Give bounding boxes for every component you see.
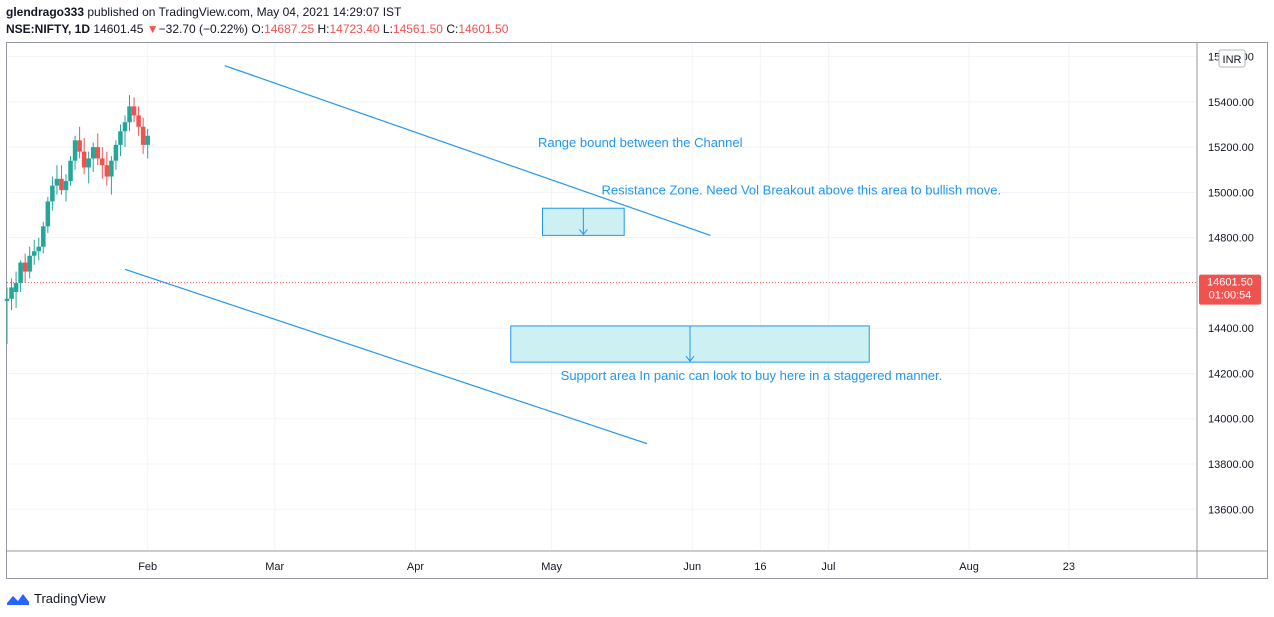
candle-body (22, 262, 28, 272)
candle-body (86, 158, 91, 168)
currency-badge[interactable]: INR (1218, 49, 1246, 68)
x-tick-label: Apr (407, 561, 424, 573)
open-value: 14687.25 (264, 22, 315, 36)
high-label: H: (317, 22, 330, 36)
x-tick-label: Mar (265, 561, 284, 573)
tradingview-brand[interactable]: TradingView (6, 590, 106, 606)
x-tick-label: Aug (959, 561, 979, 573)
candle-body (36, 246, 42, 252)
support-zone-arrow-head (685, 355, 695, 362)
last-price-badge: 14601.50 01:00:54 (1199, 274, 1261, 305)
low-value: 14561.50 (392, 22, 443, 36)
last-price: 14601.45 (93, 22, 144, 36)
candle-body (4, 298, 10, 302)
change-down-icon: ▼ (146, 22, 159, 36)
brand-name: TradingView (34, 590, 106, 606)
publish-text: published on TradingView.com, May 04, 20… (87, 5, 402, 19)
tradingview-logo-icon (7, 594, 29, 605)
candle-body (100, 158, 105, 166)
close-label: C: (446, 22, 459, 36)
high-value: 14723.40 (329, 22, 380, 36)
annotations: Range bound between the Channel Resistanc… (538, 135, 1001, 383)
lower-channel (124, 268, 648, 445)
x-tick-label: Jul (821, 561, 835, 573)
currency-label: INR (1223, 54, 1242, 66)
candle-body (122, 122, 128, 132)
x-tick-label: 23 (1063, 561, 1075, 573)
candle-body (140, 126, 146, 145)
publisher-name[interactable]: glendrago333 (6, 5, 85, 19)
x-tick-label: Jun (683, 561, 701, 573)
y-tick-label: 14400.00 (1208, 323, 1254, 335)
candle-body (81, 151, 87, 168)
last-price-label: 14601.50 (1207, 277, 1253, 289)
candle-body (50, 185, 55, 202)
y-tick-label: 13600.00 (1208, 504, 1254, 516)
x-tick-label: 16 (754, 561, 766, 573)
y-tick-label: 14200.00 (1208, 368, 1254, 380)
candle-body (13, 282, 19, 292)
candle-body (59, 178, 64, 191)
candle-body (27, 255, 32, 272)
candle-body (77, 140, 82, 152)
upper-channel (224, 65, 711, 236)
resistance-zone-arrow-head (578, 229, 588, 236)
candle-body (109, 160, 114, 177)
candle-body (54, 178, 60, 186)
candle-body (136, 115, 141, 127)
open-label: O: (251, 22, 265, 36)
symbol-name: NSE:NIFTY, 1D (6, 22, 91, 36)
candle-body (131, 106, 137, 116)
time-axis[interactable]: Feb Mar Apr May Jun 16 Jul Aug 23 (138, 561, 1075, 573)
candle-body (90, 147, 96, 159)
price-change: −32.70 (−0.22%) (158, 22, 249, 36)
candles (4, 95, 150, 345)
candle-body (113, 144, 119, 161)
symbol-legend: NSE:NIFTY, 1D 14601.45 ▼−32.70 (−0.22%) … (6, 22, 508, 36)
y-tick-label: 14000.00 (1208, 414, 1254, 426)
y-tick-label: 15200.00 (1208, 142, 1254, 154)
x-tick-label: Feb (138, 561, 157, 573)
candle-body (145, 135, 150, 145)
candle-body (104, 165, 110, 177)
annotation-resistance: Resistance Zone. Need Vol Breakout above… (602, 183, 1002, 198)
candle-body (9, 287, 14, 299)
zones (510, 207, 870, 363)
candle-body (41, 226, 46, 247)
countdown-label: 01:00:54 (1209, 290, 1252, 302)
publish-info: glendrago333 published on TradingView.co… (6, 5, 401, 19)
annotation-channel: Range bound between the Channel (538, 135, 743, 150)
candle-body (45, 201, 51, 227)
annotation-support: Support area In panic can look to buy he… (561, 368, 943, 383)
candle-body (95, 147, 101, 159)
y-tick-label: 14800.00 (1208, 233, 1254, 245)
candle-body (68, 160, 73, 182)
grid-lines (7, 43, 1196, 550)
close-value: 14601.50 (458, 22, 509, 36)
y-tick-label: 15400.00 (1208, 97, 1254, 109)
x-tick-label: May (541, 561, 562, 573)
candle-body (127, 106, 132, 123)
candle-body (18, 262, 23, 283)
candle-body (72, 140, 78, 161)
trend-lines (124, 65, 711, 445)
y-tick-label: 15000.00 (1208, 187, 1254, 199)
candle-body (63, 181, 69, 191)
candle-body (31, 251, 37, 256)
candle-body (118, 131, 123, 145)
low-label: L: (382, 22, 393, 36)
y-tick-label: 13800.00 (1208, 459, 1254, 471)
